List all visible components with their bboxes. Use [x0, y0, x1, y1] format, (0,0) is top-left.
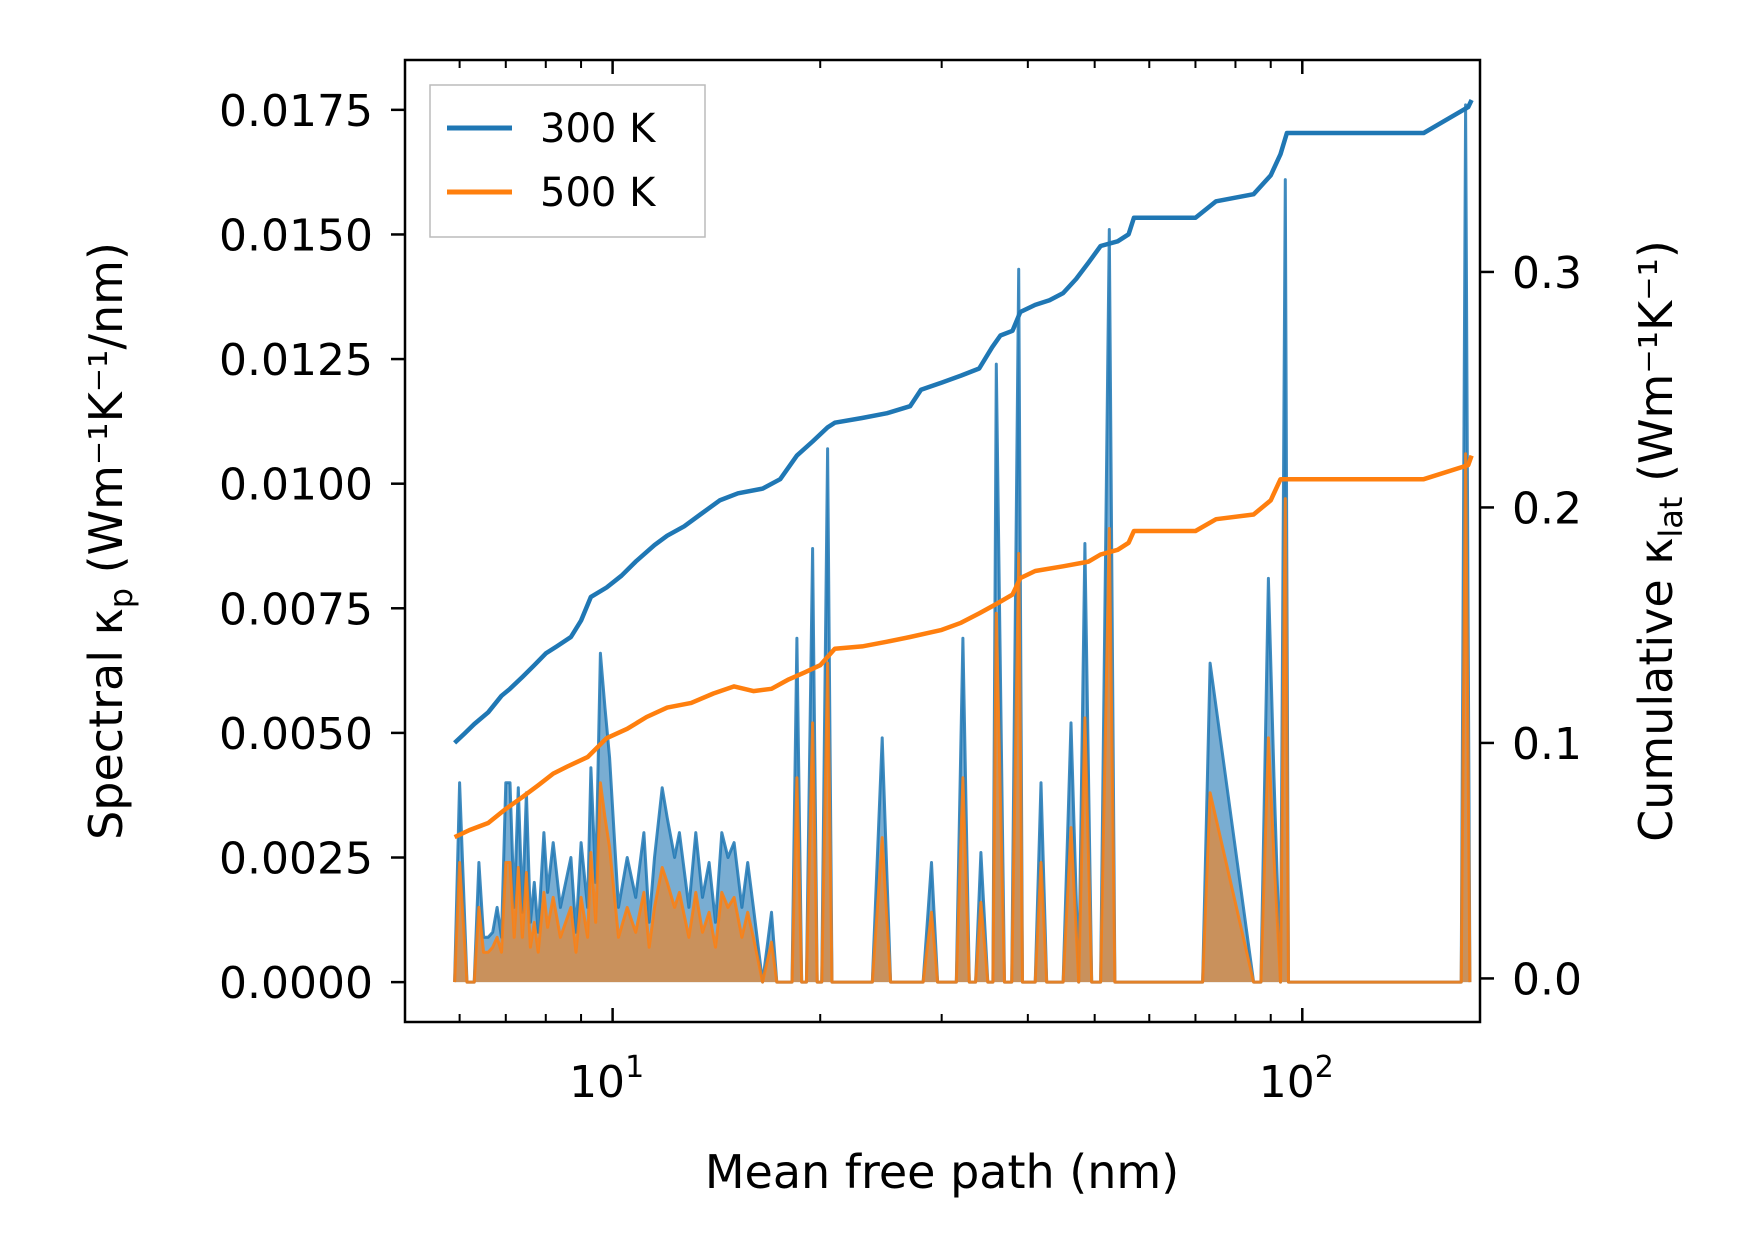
right-y-tick-label: 0.0	[1512, 954, 1582, 1005]
left-y-label-units: (Wm⁻¹K⁻¹/nm)	[79, 242, 133, 588]
left-y-tick-label: 0.0050	[219, 709, 373, 760]
left-y-label-sub: p	[102, 588, 140, 608]
right-y-axis-label: Cumulative κlat (Wm⁻¹K⁻¹)	[1629, 240, 1690, 842]
right-y-label-sub: lat	[1652, 497, 1690, 538]
legend-box	[429, 84, 706, 238]
left-y-tick-label: 0.0000	[219, 958, 373, 1009]
cumulative-line-300k	[453, 99, 1474, 745]
left-y-tick-label: 0.0075	[219, 584, 373, 635]
legend: 300 K 500 K	[429, 84, 706, 238]
right-y-label-units: (Wm⁻¹K⁻¹)	[1629, 240, 1683, 496]
axis-ticks-group: 101 102 0.0000 0.0025 0.0050 0.0075 0.0100 0.01…	[219, 60, 1582, 1108]
right-y-label-prefix: Cumulative κ	[1629, 538, 1683, 842]
right-y-tick-label: 0.1	[1512, 719, 1582, 770]
right-y-tick-label: 0.2	[1512, 483, 1582, 534]
left-y-tick-label: 0.0025	[219, 834, 373, 885]
left-y-tick-label: 0.0175	[219, 86, 373, 137]
left-y-label-prefix: Spectral κ	[79, 608, 133, 840]
x-axis-label: Mean free path (nm)	[705, 1145, 1179, 1199]
x-tick-label: 102	[1259, 1050, 1334, 1108]
x-tick-label: 101	[569, 1050, 644, 1108]
left-y-tick-label: 0.0125	[219, 335, 373, 386]
left-y-tick-label: 0.0150	[219, 210, 373, 261]
right-y-tick-label: 0.3	[1512, 248, 1582, 299]
cumulative-series-group	[453, 99, 1474, 840]
left-y-tick-label: 0.0100	[219, 460, 373, 511]
legend-label-500k: 500 K	[540, 170, 657, 216]
left-y-axis-label: Spectral κp (Wm⁻¹K⁻¹/nm)	[79, 242, 140, 840]
plot-frame	[403, 58, 1482, 1024]
spectral-area-300k	[454, 104, 1470, 983]
cumulative-line-500k	[453, 454, 1474, 840]
spectral-line-500k	[453, 452, 1472, 984]
spectral-series-group	[453, 103, 1472, 984]
spectral-area-500k	[454, 453, 1470, 983]
legend-label-300k: 300 K	[540, 106, 657, 152]
